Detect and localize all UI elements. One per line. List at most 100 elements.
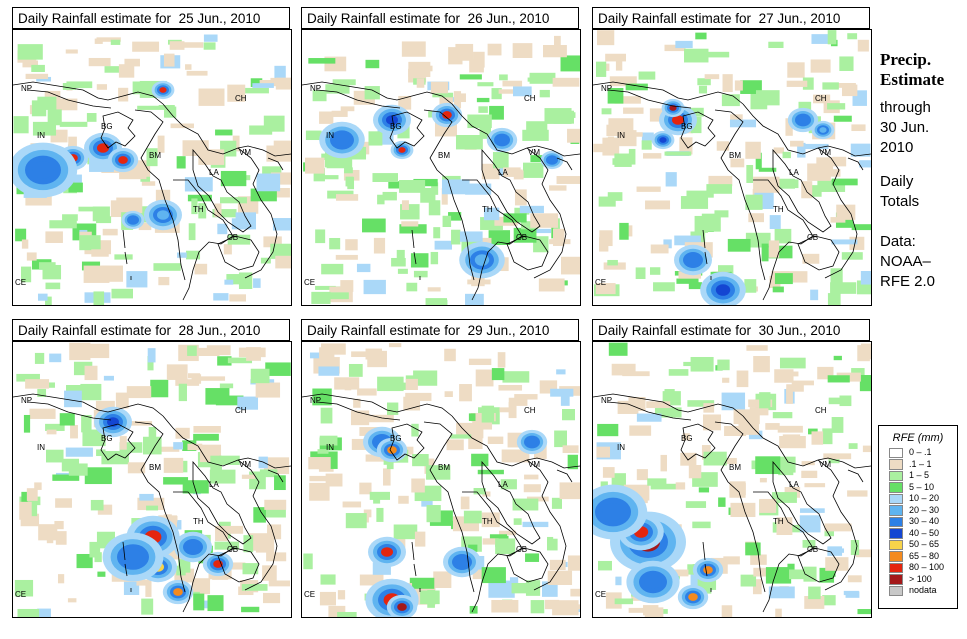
rain-patch bbox=[356, 263, 371, 273]
rain-patch bbox=[843, 590, 859, 596]
rain-patch bbox=[146, 148, 158, 167]
label-china: CH bbox=[235, 94, 247, 103]
legend-row: 30 – 40 bbox=[879, 516, 957, 528]
label-bangladesh: BG bbox=[681, 122, 693, 131]
rain-patch bbox=[593, 143, 617, 153]
rain-patch bbox=[748, 213, 764, 223]
rain-patch bbox=[801, 470, 818, 479]
rain-patch bbox=[497, 352, 506, 368]
rain-patch bbox=[680, 196, 709, 209]
panel-title-prefix: Daily Rainfall estimate for bbox=[307, 11, 461, 26]
rain-patch bbox=[547, 570, 573, 585]
rain-patch bbox=[255, 382, 281, 398]
rain-patch bbox=[142, 436, 162, 455]
rain-patch bbox=[723, 556, 740, 565]
rain-patch bbox=[188, 223, 196, 241]
label-nepal: NP bbox=[21, 396, 32, 405]
rain-patch bbox=[256, 173, 281, 192]
rain-patch bbox=[772, 286, 784, 293]
rain-patch bbox=[401, 200, 409, 210]
rain-patch bbox=[410, 253, 429, 268]
rain-patch bbox=[779, 435, 806, 449]
rain-patch bbox=[274, 65, 286, 84]
rain-patch bbox=[68, 182, 83, 193]
legend-row: 5 – 10 bbox=[879, 482, 957, 494]
rain-patch bbox=[460, 496, 470, 510]
rain-patch bbox=[663, 239, 672, 249]
rain-patch bbox=[519, 205, 544, 214]
rain-patch bbox=[542, 44, 567, 58]
rain-patch bbox=[596, 446, 611, 458]
rain-patch bbox=[32, 121, 57, 136]
rain-patch bbox=[512, 498, 539, 511]
rain-patch bbox=[197, 347, 220, 357]
rain-patch bbox=[132, 81, 150, 95]
rain-patch bbox=[70, 425, 78, 439]
rain-patch bbox=[238, 272, 253, 289]
rain-patch bbox=[800, 143, 829, 150]
rain-patch bbox=[428, 200, 441, 216]
rain-patch bbox=[413, 370, 438, 386]
rain-patch bbox=[272, 218, 291, 231]
label-vietnam: VM bbox=[819, 460, 831, 469]
rain-patch bbox=[467, 279, 491, 285]
rain-cell bbox=[687, 255, 699, 265]
rain-patch bbox=[252, 83, 274, 88]
rain-patch bbox=[816, 157, 834, 171]
legend-label: 50 – 65 bbox=[909, 539, 940, 549]
rain-patch bbox=[665, 172, 677, 187]
rain-cell bbox=[819, 127, 827, 133]
rainfall-map-panel: Daily Rainfall estimate for 28 Jun., 201… bbox=[12, 319, 292, 618]
label-bangladesh: BG bbox=[101, 434, 113, 443]
rain-patch bbox=[150, 379, 169, 398]
rain-patch bbox=[114, 254, 133, 260]
rain-patch bbox=[340, 280, 354, 292]
rain-patch bbox=[94, 38, 103, 44]
label-india: IN bbox=[326, 131, 334, 140]
label-cambodia: CB bbox=[807, 233, 818, 242]
label-china: CH bbox=[524, 94, 536, 103]
rain-patch bbox=[830, 282, 857, 294]
rain-patch bbox=[268, 580, 291, 587]
rain-patch bbox=[730, 502, 756, 518]
rain-patch bbox=[345, 513, 367, 529]
rain-patch bbox=[714, 210, 729, 218]
rain-patch bbox=[607, 88, 624, 104]
rain-patch bbox=[776, 517, 793, 536]
rain-patch bbox=[469, 605, 478, 614]
rain-patch bbox=[124, 58, 140, 67]
rain-patch bbox=[94, 552, 102, 563]
rain-patch bbox=[351, 351, 374, 358]
rain-patch bbox=[471, 453, 489, 467]
rain-patch bbox=[802, 185, 822, 197]
rain-patch bbox=[325, 473, 343, 487]
rain-patch bbox=[679, 137, 693, 155]
rain-patch bbox=[203, 34, 218, 42]
rain-patch bbox=[688, 464, 702, 479]
label-myanmar: BM bbox=[149, 151, 161, 160]
panel-title: Daily Rainfall estimate for 27 Jun., 201… bbox=[592, 7, 870, 29]
country-borders bbox=[13, 81, 291, 301]
rain-patch bbox=[163, 477, 189, 485]
rain-patch bbox=[126, 386, 152, 399]
rain-patch bbox=[318, 366, 340, 376]
rain-patch bbox=[810, 289, 819, 301]
rain-patch bbox=[851, 224, 871, 231]
rain-patch bbox=[859, 375, 871, 392]
rain-patch bbox=[263, 115, 285, 132]
rain-patch bbox=[635, 267, 646, 279]
rain-patch bbox=[839, 395, 852, 407]
rain-patch bbox=[229, 294, 246, 302]
rain-patch bbox=[329, 237, 341, 250]
rain-patch bbox=[157, 135, 165, 153]
rain-patch bbox=[768, 240, 780, 258]
rain-patch bbox=[508, 402, 517, 419]
legend-row: 10 – 20 bbox=[879, 493, 957, 505]
rain-patch bbox=[718, 497, 726, 507]
rainfall-map-panel: Daily Rainfall estimate for 29 Jun., 201… bbox=[301, 319, 581, 618]
rain-patch bbox=[52, 474, 80, 481]
panel-title-prefix: Daily Rainfall estimate for bbox=[18, 323, 172, 338]
rain-patch bbox=[833, 355, 842, 361]
rain-patch bbox=[96, 449, 106, 457]
